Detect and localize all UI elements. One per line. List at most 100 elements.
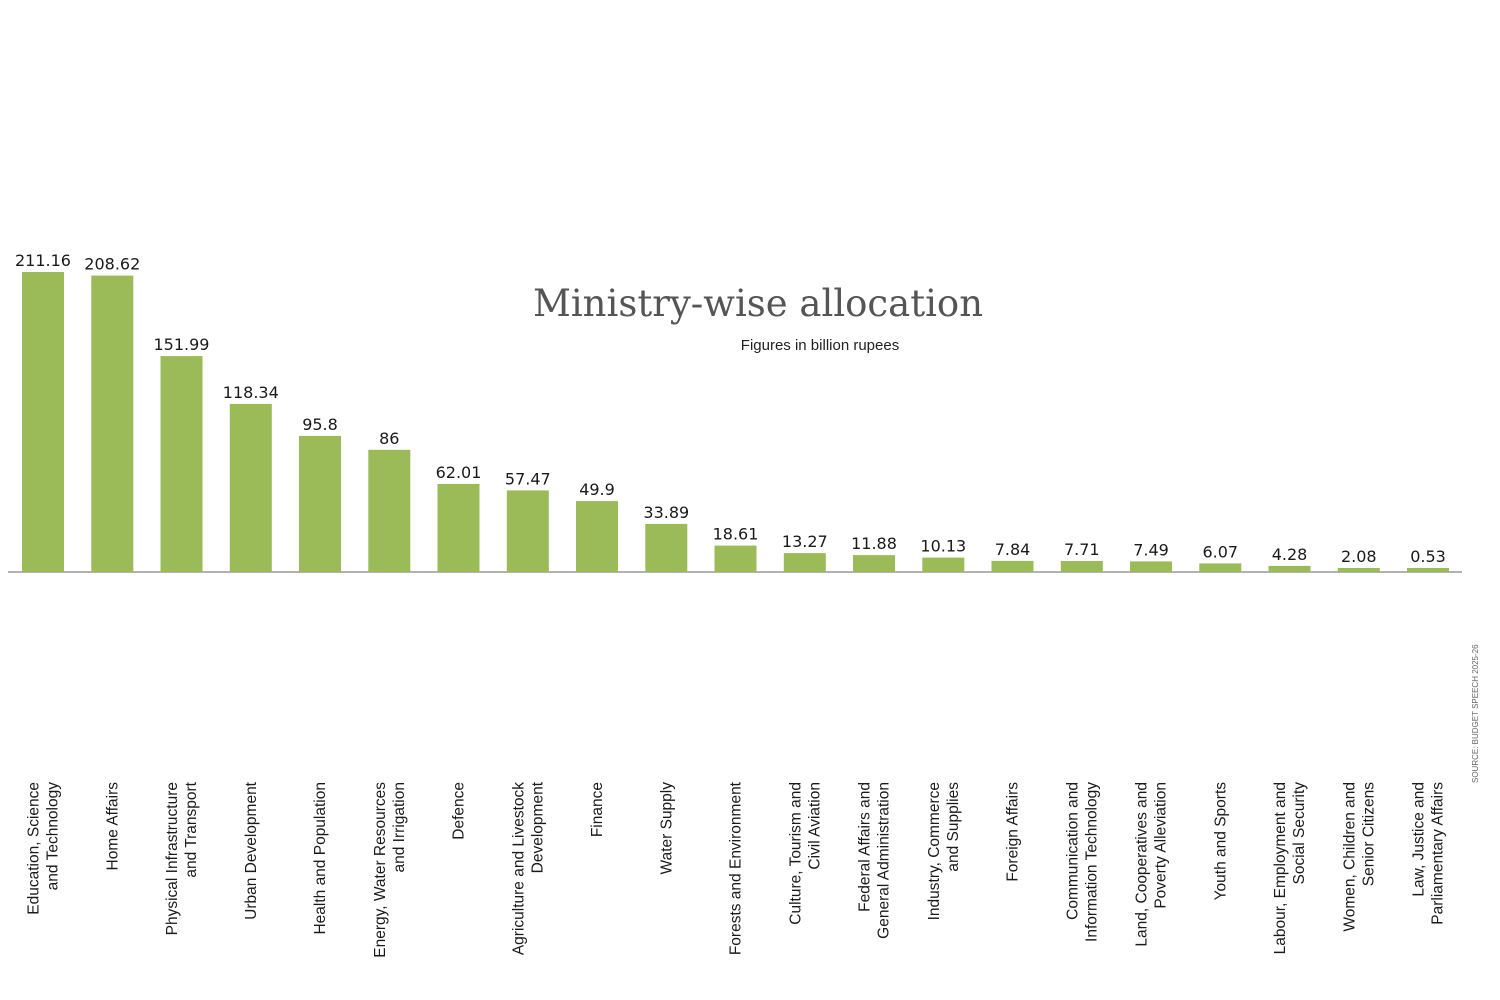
category-label: Women, Children and Senior Citizens <box>1341 782 1377 932</box>
source-note: SOURCE: BUDGET SPEECH 2025-26 <box>1471 644 1480 783</box>
bar-value-label: 11.88 <box>851 534 897 553</box>
bar-value-label: 211.16 <box>15 251 71 270</box>
category-label-line: Defence <box>451 782 468 840</box>
bar-value-label: 118.34 <box>223 383 279 402</box>
bar-value-label: 57.47 <box>505 469 551 488</box>
category-label-line: Federal Affairs and <box>857 782 874 912</box>
value-labels: 211.16 208.62 151.99 118.34 95.8 86 62.01 57.47… <box>15 251 1446 566</box>
bar-value-label: 86 <box>379 429 399 448</box>
bar-value-label: 62.01 <box>436 463 482 482</box>
bar <box>368 449 411 572</box>
bar <box>922 557 965 572</box>
bar <box>991 560 1034 572</box>
bar <box>160 356 203 572</box>
category-label-line: Land, Cooperatives and <box>1134 782 1151 947</box>
category-labels: Education, Science and Technology Home Aff… <box>26 781 1447 957</box>
category-label: Land, Cooperatives and Poverty Alleviatio… <box>1134 782 1170 947</box>
category-label-line: Energy, Water Resources <box>372 782 389 958</box>
category-label-line: Agriculture and Livestock <box>510 782 527 955</box>
category-label-line: Health and Population <box>312 782 329 935</box>
category-label: Labour, Employment and Social Security <box>1272 782 1308 955</box>
bar <box>714 545 757 572</box>
category-label-line: Forests and Environment <box>728 781 745 955</box>
category-label: Culture, Tourism and Civil Aviation <box>787 782 823 925</box>
category-label-line: Women, Children and <box>1341 782 1358 932</box>
bar-value-label: 208.62 <box>84 255 140 274</box>
category-label-line: Finance <box>589 782 606 837</box>
category-label: Urban Development <box>243 781 260 920</box>
category-label: Industry, Commerce and Supplies <box>926 782 962 921</box>
category-label-line: Youth and Sports <box>1212 782 1229 901</box>
bar-value-label: 7.49 <box>1133 540 1169 559</box>
category-label: Water Supply <box>658 782 675 875</box>
bar-value-label: 33.89 <box>643 503 689 522</box>
category-label-line: Civil Aviation <box>806 782 823 870</box>
category-label-line: Culture, Tourism and <box>787 782 804 925</box>
category-label: Energy, Water Resources and Irrigation <box>372 782 408 958</box>
category-label: Home Affairs <box>104 782 121 871</box>
category-label-line: Education, Science <box>26 782 43 915</box>
category-label: Agriculture and Livestock Development <box>510 781 546 955</box>
bar <box>853 555 895 572</box>
bar <box>1337 568 1380 572</box>
bar-value-label: 6.07 <box>1202 542 1238 561</box>
category-label: Federal Affairs and General Administratio… <box>857 782 893 939</box>
bar <box>1268 565 1311 572</box>
category-label-line: Parliamentary Affairs <box>1430 782 1447 925</box>
bar <box>437 483 480 572</box>
category-label: Foreign Affairs <box>1005 782 1022 882</box>
category-label-line: and Technology <box>45 782 62 891</box>
category-label-line: Communication and <box>1064 782 1081 920</box>
category-label-line: Labour, Employment and <box>1272 782 1289 954</box>
category-label-line: and Irrigation <box>391 782 408 872</box>
category-label-line: Development <box>529 781 546 873</box>
chart-subtitle: Figures in billion rupees <box>741 337 899 354</box>
bar <box>91 275 134 572</box>
bar-value-label: 95.8 <box>302 415 338 434</box>
bar <box>783 553 826 572</box>
category-label-line: Poverty Alleviation <box>1153 782 1170 909</box>
category-label: Defence <box>451 782 468 840</box>
category-label: Health and Population <box>312 782 329 935</box>
category-label-line: and Transport <box>183 781 200 877</box>
bar <box>1060 561 1103 572</box>
category-label: Forests and Environment <box>728 781 745 955</box>
bar <box>1199 563 1242 572</box>
category-label: Communication and Information Technology <box>1064 782 1100 942</box>
bar <box>299 435 341 572</box>
category-label-line: Information Technology <box>1083 782 1100 942</box>
bar <box>645 523 688 572</box>
category-label: Youth and Sports <box>1212 782 1229 901</box>
category-label: Education, Science and Technology <box>26 782 62 915</box>
bar-value-label: 49.9 <box>579 480 615 499</box>
category-label-line: Water Supply <box>658 782 675 875</box>
bar-value-label: 7.71 <box>1064 540 1100 559</box>
bar-value-label: 0.53 <box>1410 547 1446 566</box>
category-label: Physical Infrastructure and Transport <box>164 781 200 935</box>
category-label-line: Social Security <box>1291 782 1308 885</box>
category-label-line: Home Affairs <box>104 782 121 871</box>
category-label-line: Senior Citizens <box>1360 782 1377 886</box>
bar <box>506 490 549 572</box>
bar <box>22 272 64 572</box>
bar-value-label: 2.08 <box>1341 547 1377 566</box>
chart-title: Ministry-wise allocation <box>533 282 983 325</box>
bar-value-label: 151.99 <box>154 335 210 354</box>
category-label: Finance <box>589 782 606 837</box>
bar <box>576 501 618 572</box>
bar-value-label: 18.61 <box>713 525 759 544</box>
bar-value-label: 10.13 <box>920 537 966 556</box>
bar <box>1407 568 1449 572</box>
category-label-line: and Supplies <box>945 782 962 872</box>
bar <box>1130 561 1172 572</box>
bar-series <box>22 272 1449 572</box>
bar-value-label: 7.84 <box>995 540 1031 559</box>
category-label-line: Urban Development <box>243 781 260 920</box>
category-label-line: Law, Justice and <box>1411 782 1428 897</box>
category-label-line: General Administration <box>876 782 893 939</box>
bar-value-label: 13.27 <box>782 532 828 551</box>
category-label-line: Industry, Commerce <box>926 782 943 920</box>
bar-value-label: 4.28 <box>1272 545 1308 564</box>
category-label: Law, Justice and Parliamentary Affairs <box>1411 782 1447 925</box>
